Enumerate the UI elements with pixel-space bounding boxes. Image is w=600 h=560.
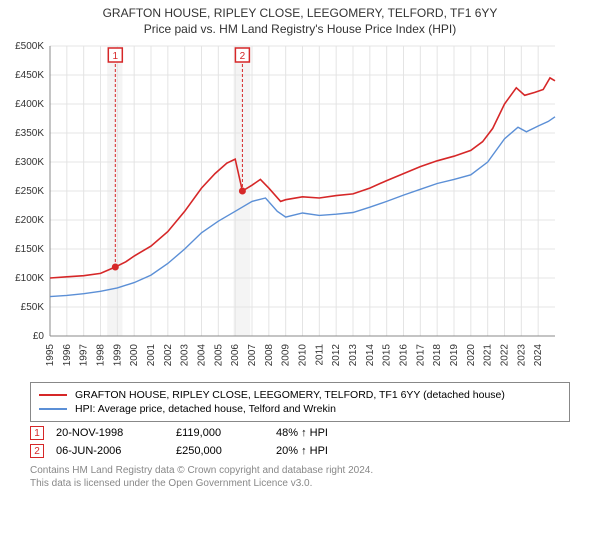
svg-text:2004: 2004	[197, 344, 208, 367]
marker-price: £250,000	[176, 445, 276, 457]
marker-row: 1 20-NOV-1998£119,00048% ↑ HPI	[30, 426, 570, 440]
svg-text:2023: 2023	[516, 344, 527, 367]
svg-text:2012: 2012	[331, 344, 342, 367]
svg-text:£50K: £50K	[21, 302, 45, 313]
legend-label-1: GRAFTON HOUSE, RIPLEY CLOSE, LEEGOMERY, …	[75, 389, 505, 401]
marker-pct: 48% ↑ HPI	[276, 427, 386, 439]
legend-row-1: GRAFTON HOUSE, RIPLEY CLOSE, LEEGOMERY, …	[39, 389, 561, 401]
chart-container: GRAFTON HOUSE, RIPLEY CLOSE, LEEGOMERY, …	[0, 0, 600, 490]
svg-text:1: 1	[113, 51, 119, 62]
svg-text:£0: £0	[33, 331, 45, 342]
marker-row: 2 06-JUN-2006£250,00020% ↑ HPI	[30, 444, 570, 458]
svg-text:1996: 1996	[62, 344, 73, 367]
svg-text:2005: 2005	[213, 344, 224, 367]
svg-text:2016: 2016	[399, 344, 410, 367]
svg-text:2007: 2007	[247, 344, 258, 367]
legend-label-2: HPI: Average price, detached house, Telf…	[75, 403, 336, 415]
svg-text:2011: 2011	[314, 344, 325, 366]
marker-price: £119,000	[176, 427, 276, 439]
svg-text:£450K: £450K	[15, 70, 44, 81]
svg-text:£100K: £100K	[15, 273, 44, 284]
svg-text:1997: 1997	[79, 344, 90, 367]
legend: GRAFTON HOUSE, RIPLEY CLOSE, LEEGOMERY, …	[30, 382, 570, 422]
chart-title-main: GRAFTON HOUSE, RIPLEY CLOSE, LEEGOMERY, …	[0, 6, 600, 20]
svg-text:2009: 2009	[281, 344, 292, 367]
svg-text:2: 2	[240, 51, 246, 62]
svg-text:2002: 2002	[163, 344, 174, 367]
svg-text:£200K: £200K	[15, 215, 44, 226]
marker-date: 20-NOV-1998	[56, 427, 176, 439]
marker-box-icon: 1	[30, 426, 44, 440]
svg-text:£300K: £300K	[15, 157, 44, 168]
chart-title-sub: Price paid vs. HM Land Registry's House …	[0, 22, 600, 36]
marker-date: 06-JUN-2006	[56, 445, 176, 457]
svg-text:2008: 2008	[264, 344, 275, 367]
svg-text:£500K: £500K	[15, 41, 44, 52]
legend-swatch-1	[39, 394, 67, 396]
marker-box-icon: 2	[30, 444, 44, 458]
svg-text:2024: 2024	[533, 344, 544, 367]
svg-text:2021: 2021	[483, 344, 494, 367]
svg-text:1998: 1998	[96, 344, 107, 367]
line-chart: £0 £50K £100K £150K £200K £250K £300K £350K £400…	[0, 36, 560, 376]
svg-text:2020: 2020	[466, 344, 477, 367]
svg-text:2022: 2022	[500, 344, 511, 367]
svg-text:2019: 2019	[449, 344, 460, 367]
svg-text:2001: 2001	[146, 344, 157, 367]
svg-text:2018: 2018	[432, 344, 443, 367]
marker-pct: 20% ↑ HPI	[276, 445, 386, 457]
svg-text:2014: 2014	[365, 344, 376, 367]
footer-line-2: This data is licensed under the Open Gov…	[30, 477, 570, 490]
legend-row-2: HPI: Average price, detached house, Telf…	[39, 403, 561, 415]
svg-text:£250K: £250K	[15, 186, 44, 197]
svg-text:2003: 2003	[180, 344, 191, 367]
svg-text:2017: 2017	[415, 344, 426, 367]
footer-text: Contains HM Land Registry data © Crown c…	[30, 464, 570, 490]
svg-text:£350K: £350K	[15, 128, 44, 139]
svg-text:£150K: £150K	[15, 244, 44, 255]
svg-text:2013: 2013	[348, 344, 359, 367]
svg-text:2000: 2000	[129, 344, 140, 367]
svg-text:2010: 2010	[298, 344, 309, 367]
svg-text:1999: 1999	[112, 344, 123, 367]
svg-text:1995: 1995	[45, 344, 56, 367]
legend-swatch-2	[39, 408, 67, 410]
marker-rows: 1 20-NOV-1998£119,00048% ↑ HPI 2 06-JUN-200…	[0, 426, 600, 458]
svg-text:2015: 2015	[382, 344, 393, 367]
svg-text:£400K: £400K	[15, 99, 44, 110]
svg-text:2006: 2006	[230, 344, 241, 367]
footer-line-1: Contains HM Land Registry data © Crown c…	[30, 464, 570, 477]
